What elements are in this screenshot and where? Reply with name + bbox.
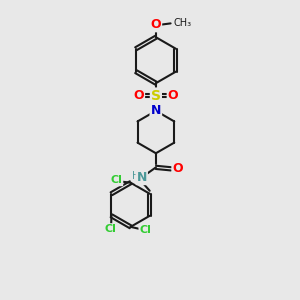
Text: Cl: Cl — [110, 175, 122, 185]
Text: S: S — [151, 88, 161, 103]
Text: O: O — [168, 89, 178, 102]
Text: N: N — [136, 171, 147, 184]
Text: Cl: Cl — [105, 224, 117, 234]
Text: H: H — [132, 171, 139, 181]
Text: N: N — [151, 104, 161, 117]
Text: Cl: Cl — [140, 225, 151, 236]
Text: N: N — [151, 104, 161, 117]
Text: CH₃: CH₃ — [174, 18, 192, 28]
Text: O: O — [151, 18, 161, 32]
Text: O: O — [172, 162, 183, 175]
Text: O: O — [134, 89, 144, 102]
